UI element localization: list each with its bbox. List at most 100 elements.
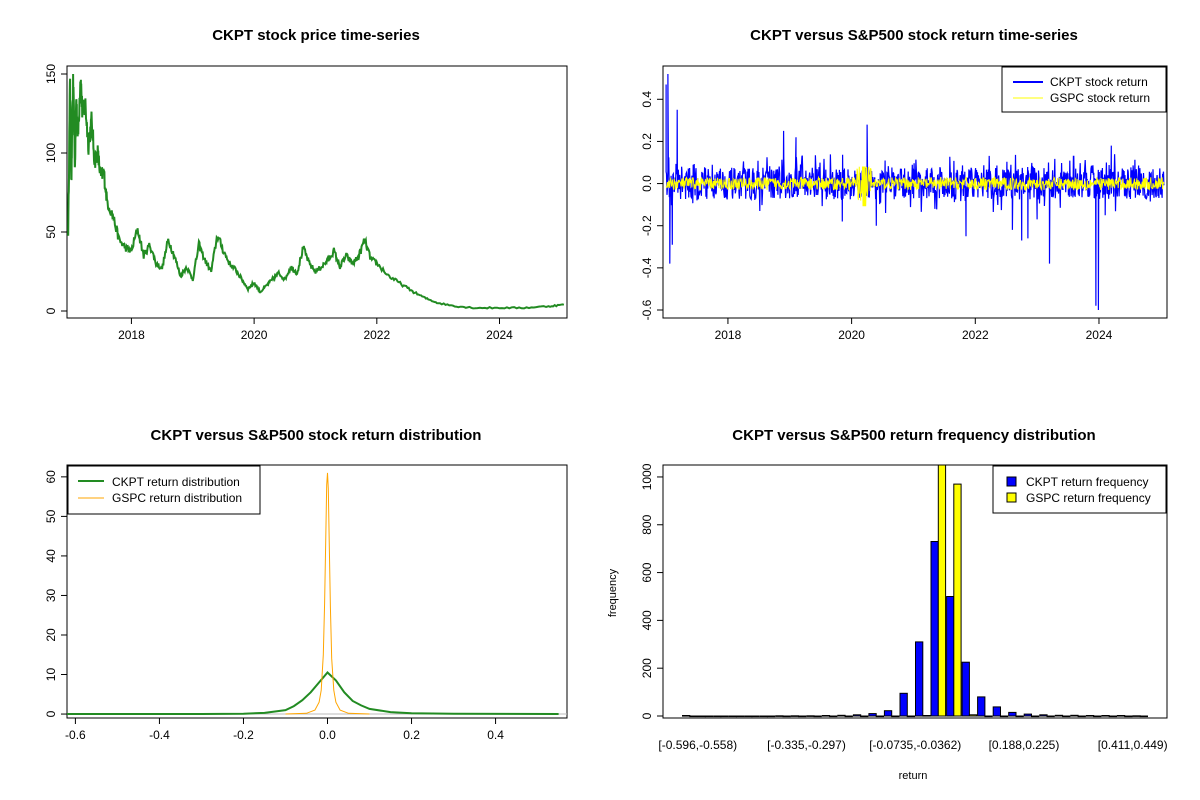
gspc-frequency-bar: [1108, 715, 1117, 718]
frequency-histogram-panel: CKPT versus S&P500 return frequency dist…: [607, 427, 1168, 782]
return-ts-x-tick-label: 2020: [838, 328, 865, 342]
legend-gspc-frequency-swatch: [1006, 492, 1017, 503]
gspc-frequency-bar: [735, 715, 745, 718]
ckpt-frequency-bar: [1132, 715, 1141, 717]
ckpt-frequency-bar: [899, 692, 908, 717]
ckpt-frequency-bar: [992, 706, 1002, 717]
ckpt-frequency-bar: [728, 715, 737, 718]
histogram-x-axis: [-0.596,-0.558) [-0.335,-0.297) [-0.0735,-…: [658, 738, 1167, 752]
price-y-tick-label: 100: [44, 143, 58, 163]
histogram-bars: [682, 464, 1148, 718]
distribution-y-tick-label: 40: [44, 549, 58, 563]
histogram-y-axis-title: frequency: [607, 568, 619, 617]
distribution-x-tick-label: -0.2: [233, 728, 254, 742]
ckpt-frequency-bar: [806, 715, 815, 717]
ckpt-frequency-bar: [852, 714, 862, 717]
distribution-legend-box: [67, 465, 261, 515]
price-y-axis: 0 50 100 150: [44, 64, 68, 314]
ckpt-frequency-bar: [744, 715, 753, 718]
gspc-frequency-bar: [984, 715, 993, 718]
return-ts-x-tick-label: 2024: [1086, 328, 1113, 342]
histogram-y-tick-label: 400: [640, 610, 654, 630]
gspc-frequency-bar: [968, 714, 978, 717]
gspc-frequency-bar: [953, 483, 962, 717]
distribution-x-tick-label: 0.0: [319, 728, 336, 742]
legend-ckpt-density-label: CKPT return distribution: [112, 475, 240, 489]
ckpt-frequency-bar: [790, 715, 800, 717]
price-series-line: [67, 73, 565, 310]
ckpt-frequency-bar: [1101, 715, 1110, 717]
ckpt-frequency-bar: [759, 715, 769, 718]
return-ts-chart-title: CKPT versus S&P500 stock return time-ser…: [750, 27, 1078, 44]
distribution-y-tick-label: 50: [44, 509, 58, 523]
return-ts-y-tick-label: -0.6: [640, 299, 654, 320]
histogram-chart-title: CKPT versus S&P500 return frequency dist…: [732, 427, 1095, 444]
distribution-chart-title: CKPT versus S&P500 stock return distribu…: [151, 427, 482, 444]
distribution-x-tick-label: -0.6: [65, 728, 86, 742]
distribution-y-tick-label: 10: [44, 668, 58, 682]
return-ts-x-axis: 2018 2020 2022 2024: [715, 317, 1113, 342]
gspc-frequency-bar: [1062, 715, 1071, 718]
histogram-y-tick-label: 200: [640, 658, 654, 678]
gspc-frequency-bar: [891, 715, 900, 718]
return-ts-x-tick-label: 2018: [715, 328, 742, 342]
histogram-x-tick-label: [0.188,0.225): [989, 738, 1060, 752]
distribution-y-tick-label: 0: [44, 710, 58, 717]
price-y-tick-label: 150: [44, 64, 58, 84]
legend-ckpt-frequency-swatch: [1006, 476, 1017, 487]
return-ts-y-tick-label: -0.4: [640, 257, 654, 278]
ckpt-frequency-bar: [946, 596, 955, 717]
gspc-frequency-bar: [766, 715, 776, 718]
return-ts-y-tick-label: 0.4: [640, 91, 654, 108]
price-x-tick-label: 2020: [241, 328, 268, 342]
return-timeseries-panel: CKPT versus S&P500 stock return time-ser…: [640, 27, 1168, 342]
ckpt-frequency-bar: [868, 713, 877, 717]
histogram-x-axis-title: return: [899, 770, 928, 782]
return-distribution-panel: CKPT versus S&P500 stock return distribu…: [44, 427, 568, 742]
ckpt-frequency-bar: [930, 541, 939, 717]
ckpt-frequency-bar: [915, 641, 924, 717]
gspc-frequency-bar: [1077, 715, 1086, 718]
gspc-frequency-bar: [860, 715, 869, 718]
distribution-y-axis: 0 10 20 30 40 50 60: [44, 470, 68, 717]
ckpt-frequency-bar: [1023, 713, 1032, 717]
ckpt-frequency-bar: [775, 715, 784, 717]
ckpt-frequency-bar: [961, 661, 970, 717]
gspc-frequency-bar: [751, 715, 760, 718]
legend-gspc-density-label: GSPC return distribution: [112, 491, 242, 505]
price-x-tick-label: 2024: [486, 328, 513, 342]
distribution-legend: CKPT return distribution GSPC return dis…: [67, 465, 261, 515]
distribution-x-axis: -0.6 -0.4 -0.2 0.0 0.2 0.4: [65, 717, 504, 742]
histogram-legend-box: [992, 465, 1167, 514]
distribution-y-tick-label: 20: [44, 628, 58, 642]
distribution-y-tick-label: 60: [44, 470, 58, 484]
gspc-frequency-bar: [844, 715, 853, 718]
gspc-frequency-bar: [1046, 715, 1055, 718]
ckpt-frequency-bar: [883, 710, 893, 717]
gspc-frequency-bar: [906, 715, 916, 718]
gspc-frequency-bar: [1031, 715, 1040, 718]
return-ts-y-tick-label: -0.2: [640, 215, 654, 236]
gspc-frequency-bar: [689, 715, 698, 718]
ckpt-frequency-bar: [837, 714, 846, 717]
histogram-y-tick-label: 800: [640, 514, 654, 534]
gspc-return-series-line: [665, 166, 1165, 207]
gspc-frequency-bar: [999, 715, 1009, 718]
histogram-y-tick-label: 600: [640, 562, 654, 582]
gspc-frequency-bar: [782, 715, 791, 718]
ckpt-frequency-bar: [697, 715, 706, 718]
ckpt-frequency-bar: [1008, 711, 1017, 717]
price-x-tick-label: 2018: [118, 328, 145, 342]
legend-ckpt-frequency-label: CKPT return frequency: [1026, 475, 1149, 489]
histogram-x-tick-label: [-0.0735,-0.0362): [869, 738, 961, 752]
return-ts-legend: CKPT stock return GSPC stock return: [1001, 66, 1167, 113]
ckpt-frequency-bar: [1116, 715, 1126, 717]
ckpt-frequency-bar: [1070, 714, 1079, 717]
price-chart-title: CKPT stock price time-series: [212, 27, 420, 44]
ckpt-frequency-bar: [682, 715, 691, 717]
ckpt-frequency-bar: [1054, 714, 1064, 717]
gspc-frequency-bar: [720, 715, 729, 718]
ckpt-frequency-bar: [713, 715, 722, 718]
legend-gspc-return-label: GSPC stock return: [1050, 91, 1150, 105]
